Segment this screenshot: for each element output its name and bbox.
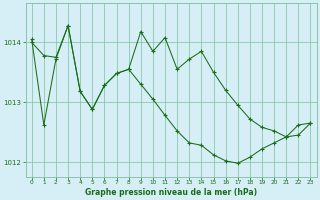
- X-axis label: Graphe pression niveau de la mer (hPa): Graphe pression niveau de la mer (hPa): [85, 188, 257, 197]
